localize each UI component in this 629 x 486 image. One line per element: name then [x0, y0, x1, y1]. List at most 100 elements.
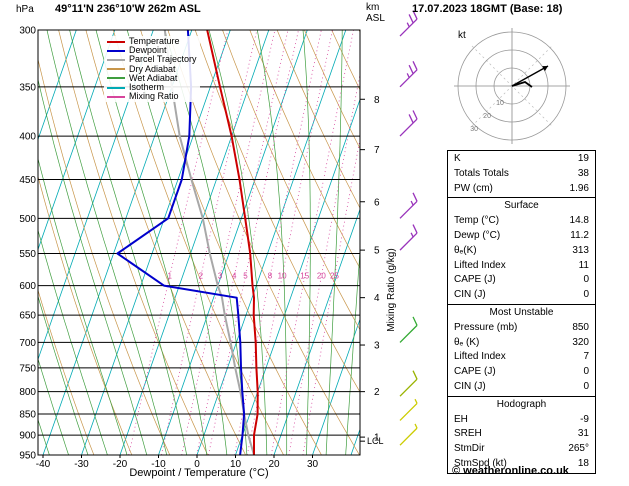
stat-label: Pressure (mb)	[454, 321, 518, 333]
legend-swatch	[107, 68, 125, 71]
stat-value: 31	[577, 428, 589, 440]
isotherm-line	[312, 318, 360, 455]
pressure-tick-label: 350	[19, 82, 36, 93]
wet-adiabat-line	[38, 295, 89, 455]
stat-value: 0	[583, 289, 589, 301]
temp-tick-label: 20	[268, 459, 280, 470]
stat-value: 313	[572, 244, 589, 256]
pressure-tick-label: 750	[19, 363, 36, 374]
wind-barb	[399, 370, 418, 397]
wet-adiabat-line	[46, 30, 168, 455]
wind-barb	[399, 398, 418, 421]
dewpoint-curve	[116, 30, 246, 455]
mixing-ratio-line	[302, 137, 360, 455]
legend-label: Wet Adiabat	[129, 72, 178, 83]
storm-motion-arrow	[511, 65, 549, 87]
mixing-ratio-line	[288, 72, 360, 455]
stat-value: 38	[577, 167, 589, 179]
stat-row: CAPE (J) 0	[448, 365, 595, 380]
wet-adiabat-line	[38, 157, 128, 455]
stat-label: Lifted Index	[454, 259, 506, 271]
legend-swatch	[107, 59, 125, 61]
wind-barb	[399, 61, 418, 88]
hodograph: 10 20 30	[454, 28, 570, 144]
stat-value: 1.96	[569, 182, 589, 194]
stat-row: CIN (J) 0	[448, 380, 595, 395]
km-tick-label: 1	[374, 433, 380, 444]
legend-label: Dewpoint	[129, 45, 167, 56]
stat-row: PW (cm) 1.96	[448, 182, 595, 197]
km-label: km	[366, 2, 380, 13]
wet-adiabat-line	[69, 30, 188, 455]
isotherm-line	[158, 30, 308, 455]
pressure-axis-unit: hPa	[16, 4, 34, 15]
stat-label: EH	[454, 413, 468, 425]
km-tick-label: 2	[374, 387, 380, 398]
wet-adiabat-line	[38, 228, 108, 455]
isotherm-line	[196, 30, 347, 455]
legend-label: Parcel Trajectory	[129, 54, 197, 65]
km-tick-label: 6	[374, 197, 380, 208]
stat-label: θₑ (K)	[454, 336, 480, 348]
dry-adiabat-line	[38, 175, 133, 455]
stats-section: Hodograph EH -9 SREH 31 StmDir 265° StmSpd (kt)…	[448, 395, 595, 473]
skewt-plot-area: 1 2 3 4 5 8 10 15 20 25	[0, 29, 361, 456]
stat-row: StmDir 265°	[448, 442, 595, 457]
isotherm-line	[81, 30, 231, 455]
temp-tick-label: 30	[307, 459, 319, 470]
dry-adiabat-line	[194, 30, 360, 393]
wet-adiabat-line	[325, 30, 343, 455]
stats-section-title: Surface	[504, 200, 539, 212]
mixing-ratio-value-label: 25	[330, 272, 339, 281]
stat-value: 11	[578, 259, 589, 271]
dry-adiabat-line	[140, 30, 322, 455]
wet-adiabat-line	[0, 30, 11, 455]
stat-value: 320	[572, 336, 589, 348]
pressure-tick-label: 550	[19, 249, 36, 260]
stat-row: Lifted Index 11	[448, 259, 595, 274]
pressure-tick-label: 300	[19, 26, 36, 37]
stat-row: Dewp (°C) 11.2	[448, 229, 595, 244]
stat-label: CAPE (J)	[454, 366, 496, 378]
dry-adiabat-line	[222, 30, 360, 331]
dry-adiabat-line	[249, 30, 360, 270]
indices-panel: K 19 Totals Totals 38 PW (cm) 1.96 Surface Temp…	[447, 150, 596, 474]
legend-label: Isotherm	[129, 82, 165, 93]
stat-value: 14.8	[569, 215, 589, 227]
stat-row: K 19	[448, 152, 595, 167]
km-tick-label: 4	[374, 293, 380, 304]
legend-item-wet-adiabat: Wet Adiabat	[107, 72, 197, 83]
stat-row: Pressure (mb) 850	[448, 321, 595, 336]
stat-row: Totals Totals 38	[448, 167, 595, 182]
stat-label: Totals Totals	[454, 167, 509, 179]
pressure-tick-label: 950	[19, 451, 36, 462]
legend-item-temperature: Temperature	[107, 36, 197, 46]
legend-item-dewpoint: Dewpoint	[107, 45, 197, 56]
dry-adiabat-line	[85, 30, 246, 455]
dry-adiabat-line	[38, 57, 171, 455]
temp-tick-label: -40	[36, 459, 51, 470]
stat-row: SREH 31	[448, 427, 595, 442]
km-tick-label: 8	[374, 95, 380, 106]
stat-label: θₑ(K)	[454, 244, 477, 256]
hodograph-ring	[475, 49, 549, 123]
legend-item-isotherm: Isotherm	[107, 82, 197, 93]
wind-barb	[399, 110, 418, 137]
legend-label: Dry Adiabat	[129, 63, 176, 74]
stat-label: SREH	[454, 428, 482, 440]
stat-value: 265°	[568, 443, 589, 455]
temp-tick-label: -30	[74, 459, 89, 470]
legend-swatch	[107, 77, 125, 80]
stats-section: K 19 Totals Totals 38 PW (cm) 1.96	[448, 151, 595, 197]
legend-label: Mixing Ratio	[129, 91, 179, 102]
stat-row: Temp (°C) 14.8	[448, 214, 595, 229]
pressure-tick-label: 450	[19, 175, 36, 186]
station-title: 49°11'N 236°10'W 262m ASL	[55, 3, 201, 15]
mixing-ratio-value-label: 10	[278, 272, 287, 281]
stat-row: CAPE (J) 0	[448, 273, 595, 288]
temp-tick-label: 0	[194, 459, 200, 470]
mixing-ratio-value-label: 4	[232, 272, 237, 281]
stats-section-title: Hodograph	[496, 398, 547, 410]
mixing-ratio-value-label: 20	[317, 272, 326, 281]
